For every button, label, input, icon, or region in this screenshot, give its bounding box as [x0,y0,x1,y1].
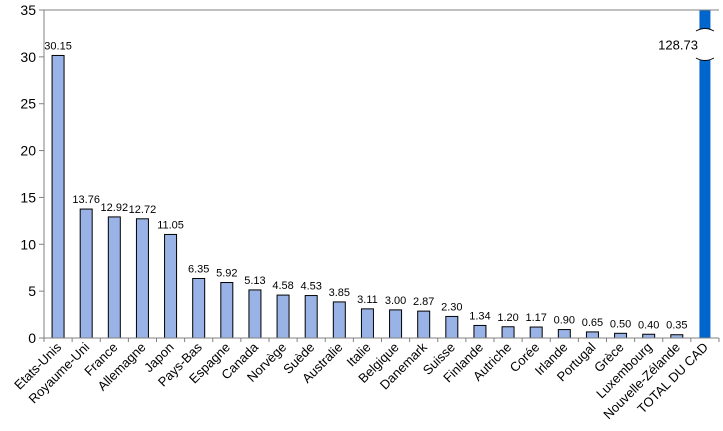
bar-total [699,60,711,338]
bar [332,301,346,339]
bar [192,277,206,339]
axis-break-mark [695,57,715,61]
y-tick-label: 30 [20,49,36,65]
bar [79,208,93,339]
value-label: 1.17 [525,312,546,324]
y-tick-label: 20 [20,143,36,159]
value-label: 0.40 [638,319,659,331]
bar [220,282,234,339]
value-label: 4.53 [300,281,321,293]
y-tick-label: 25 [20,96,36,112]
bar [360,308,374,339]
value-label: 11.05 [157,219,184,231]
value-label: 2.87 [413,296,434,308]
y-axis: 0 5 10 15 20 25 30 35 [20,2,720,346]
x-axis: Etats-UnisRoyaume-UniFranceAllemagneJapo… [11,339,711,422]
y-tick-label: 5 [28,283,36,299]
value-label: 5.92 [216,268,237,280]
y-tick-label: 0 [28,330,36,346]
value-label: 12.72 [129,204,157,216]
bar [164,233,178,339]
value-label: 13.76 [72,194,100,206]
bar [557,329,571,339]
value-label: 6.35 [188,263,209,275]
value-label: 128.73 [658,38,698,53]
axis-break-mark [695,28,715,32]
value-label: 5.13 [244,275,265,287]
value-label: 0.35 [666,320,687,332]
value-label: 3.00 [385,295,406,307]
bar [642,333,656,339]
bar [248,289,262,339]
value-label: 3.85 [329,287,350,299]
value-label: 30.15 [44,40,72,52]
bar [389,309,403,339]
value-label: 1.34 [469,310,490,322]
bar [501,326,515,339]
y-tick-label: 10 [20,236,36,252]
bar [107,216,121,339]
bar [417,310,431,339]
value-label: 0.90 [554,315,575,327]
value-label: 12.92 [101,202,129,214]
bars [51,10,715,339]
bar [304,295,318,339]
bar [51,54,65,339]
y-tick-label: 35 [20,2,36,18]
value-label: 4.58 [272,280,293,292]
value-label: 0.65 [582,317,603,329]
bar [529,326,543,339]
bar-total-upper [699,10,711,29]
value-label: 1.20 [497,312,518,324]
value-label: 2.30 [441,301,462,313]
value-label: 3.11 [357,294,378,306]
value-label: 0.50 [610,318,631,330]
bar [135,218,149,339]
y-tick-label: 15 [20,189,36,205]
bar [614,332,628,339]
bar [473,324,487,339]
bar [585,331,599,339]
bar [276,294,290,339]
bar [445,315,459,339]
